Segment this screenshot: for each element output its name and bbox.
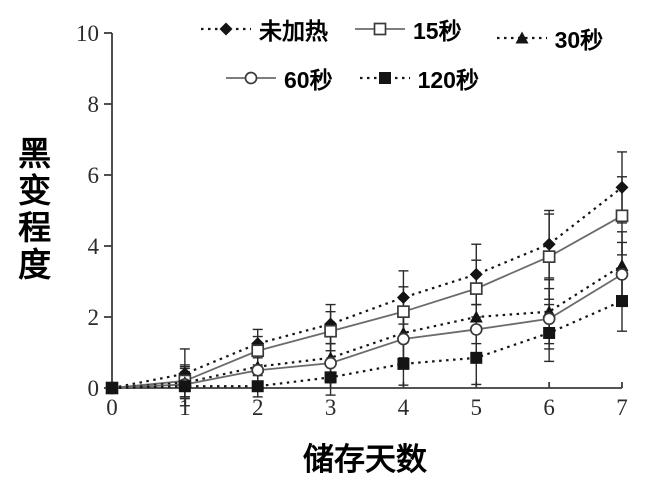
y-tick-label: 8 — [88, 92, 100, 117]
filled-diamond-icon — [469, 267, 483, 281]
filled-square-icon — [324, 371, 337, 384]
open-circle-icon — [397, 332, 410, 346]
open-square-icon — [469, 282, 483, 295]
filled-triangle-icon — [515, 31, 529, 44]
series-line-solid — [111, 273, 623, 389]
legend-sample-filled-square — [359, 72, 410, 84]
filled-diamond-icon — [396, 290, 410, 304]
open-square-icon — [324, 324, 337, 338]
legend-sample-open-circle — [226, 71, 276, 85]
open-circle-icon — [469, 323, 483, 336]
legend-sample-filled-triangle — [496, 31, 547, 44]
filled-square-icon — [106, 382, 118, 394]
x-axis-label: 储存天数 — [303, 442, 427, 477]
legend-item-3: 60秒 — [225, 61, 333, 95]
y-tick-label: 4 — [88, 234, 100, 259]
y-axis-label: 黑变程度 — [13, 136, 51, 284]
open-square-icon — [373, 22, 387, 36]
filled-square-icon — [378, 72, 391, 84]
legend: 未加热 15秒 30秒 60秒 120秒 — [200, 12, 636, 95]
open-square-icon — [397, 305, 410, 319]
filled-square-icon — [178, 380, 191, 393]
open-circle-icon — [542, 312, 556, 326]
series-line-solid — [111, 215, 623, 389]
x-tick-label: 0 — [106, 395, 118, 420]
filled-square-icon — [397, 357, 410, 370]
filled-square-icon — [616, 295, 628, 308]
y-tick-label: 6 — [88, 163, 100, 188]
series-line-dotted — [111, 300, 623, 390]
y-tick-label: 0 — [88, 376, 100, 401]
legend-item-0: 未加热 — [200, 12, 328, 46]
legend-label: 30秒 — [554, 27, 604, 53]
legend-sample-open-square — [355, 22, 405, 36]
legend-sample-filled-diamond — [201, 22, 251, 36]
x-tick-label: 7 — [616, 395, 628, 420]
legend-item-1: 15秒 — [354, 12, 462, 46]
legend-label: 60秒 — [284, 67, 333, 93]
legend-label: 120秒 — [417, 67, 479, 93]
filled-triangle-icon — [469, 310, 483, 323]
filled-diamond-icon — [615, 180, 629, 194]
filled-triangle-icon — [615, 259, 629, 272]
open-square-icon — [615, 209, 629, 223]
series-line-dotted — [111, 186, 623, 390]
open-circle-icon — [615, 268, 629, 281]
x-tick-label: 2 — [252, 395, 264, 420]
series-line-dotted — [111, 264, 623, 390]
legend-item-4: 120秒 — [359, 61, 479, 95]
x-tick-label: 1 — [179, 395, 191, 420]
x-tick-label: 3 — [325, 395, 337, 420]
filled-square-icon — [543, 326, 556, 339]
x-tick-label: 6 — [543, 395, 555, 420]
x-tick-label: 5 — [471, 395, 483, 420]
filled-square-icon — [470, 351, 483, 364]
y-tick-label: 2 — [88, 305, 100, 330]
y-tick-label: 10 — [76, 21, 99, 46]
x-tick-label: 4 — [398, 395, 410, 420]
open-square-icon — [542, 250, 556, 263]
filled-square-icon — [251, 380, 264, 393]
legend-label: 15秒 — [413, 18, 462, 44]
open-circle-icon — [324, 356, 337, 370]
open-circle-icon — [244, 71, 258, 85]
legend-label: 未加热 — [259, 18, 328, 44]
open-circle-icon — [251, 363, 265, 377]
filled-diamond-icon — [542, 237, 556, 251]
filled-diamond-icon — [219, 22, 233, 36]
open-square-icon — [251, 344, 265, 358]
legend-item-2: 30秒 — [496, 21, 604, 55]
